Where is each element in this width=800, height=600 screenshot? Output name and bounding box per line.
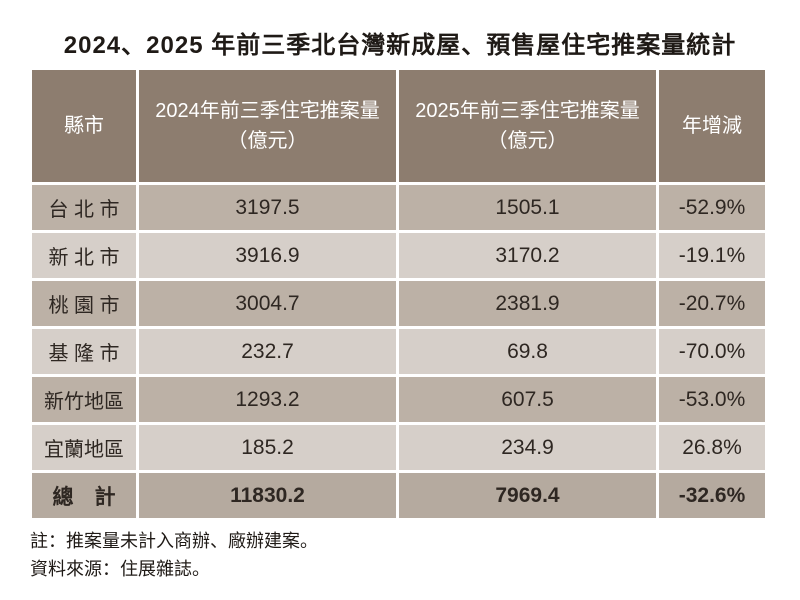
col-header-region: 縣市: [32, 70, 136, 182]
yoy-cell: -52.9%: [659, 185, 765, 230]
col-header-region-label: 縣市: [64, 115, 104, 137]
table-row-keelung: 基 隆 市 232.7 69.8 -70.0%: [32, 329, 765, 374]
yoy-cell: -53.0%: [659, 377, 765, 422]
region-cell: 新 北 市: [32, 233, 136, 278]
col-header-yoy: 年增減: [659, 70, 765, 182]
region-cell: 宜蘭地區: [32, 425, 136, 470]
region-cell: 新竹地區: [32, 377, 136, 422]
total-label-cell: 總 計: [32, 473, 136, 518]
table-row-yilan: 宜蘭地區 185.2 234.9 26.8%: [32, 425, 765, 470]
value-2024-cell: 185.2: [139, 425, 396, 470]
value-2024-cell: 1293.2: [139, 377, 396, 422]
region-cell: 基 隆 市: [32, 329, 136, 374]
region-cell: 台 北 市: [32, 185, 136, 230]
table-row-taoyuan: 桃 園 市 3004.7 2381.9 -20.7%: [32, 281, 765, 326]
value-2024-cell: 3916.9: [139, 233, 396, 278]
footnote-disclaimer: 註：推案量未計入商辦、廠辦建案。: [30, 531, 318, 551]
yoy-cell: -19.1%: [659, 233, 765, 278]
value-2025-cell: 1505.1: [399, 185, 656, 230]
value-2024-cell: 3197.5: [139, 185, 396, 230]
value-2025-cell: 607.5: [399, 377, 656, 422]
header-row: 縣市 2024年前三季住宅推案量 （億元） 2025年前三季住宅推案量 （億元）…: [32, 70, 765, 182]
yoy-cell: -70.0%: [659, 329, 765, 374]
table-row-newtaipei: 新 北 市 3916.9 3170.2 -19.1%: [32, 233, 765, 278]
region-cell: 桃 園 市: [32, 281, 136, 326]
value-2025-cell: 69.8: [399, 329, 656, 374]
total-2025-cell: 7969.4: [399, 473, 656, 518]
housing-stats-table: 縣市 2024年前三季住宅推案量 （億元） 2025年前三季住宅推案量 （億元）…: [29, 67, 768, 521]
table-header: 縣市 2024年前三季住宅推案量 （億元） 2025年前三季住宅推案量 （億元）…: [32, 70, 765, 182]
total-2024-cell: 11830.2: [139, 473, 396, 518]
footnote-source: 資料來源：住展雜誌。: [30, 559, 210, 579]
value-2025-cell: 3170.2: [399, 233, 656, 278]
col-header-2024: 2024年前三季住宅推案量 （億元）: [139, 70, 396, 182]
table-row-taipei: 台 北 市 3197.5 1505.1 -52.9%: [32, 185, 765, 230]
total-yoy-cell: -32.6%: [659, 473, 765, 518]
value-2025-cell: 234.9: [399, 425, 656, 470]
footnotes: 註：推案量未計入商辦、廠辦建案。 資料來源：住展雜誌。: [30, 527, 800, 583]
page-title: 2024、2025 年前三季北台灣新成屋、預售屋住宅推案量統計: [63, 32, 737, 59]
col-header-2025-line2: （億元）: [487, 130, 568, 152]
table-row-total: 總 計 11830.2 7969.4 -32.6%: [32, 473, 765, 518]
col-header-2024-line2: （億元）: [227, 130, 308, 152]
col-header-2025: 2025年前三季住宅推案量 （億元）: [399, 70, 656, 182]
col-header-2025-line1: 2025年前三季住宅推案量: [415, 100, 640, 122]
value-2024-cell: 3004.7: [139, 281, 396, 326]
value-2024-cell: 232.7: [139, 329, 396, 374]
yoy-cell: -20.7%: [659, 281, 765, 326]
table-body: 台 北 市 3197.5 1505.1 -52.9% 新 北 市 3916.9 …: [32, 185, 765, 518]
table-row-hsinchu: 新竹地區 1293.2 607.5 -53.0%: [32, 377, 765, 422]
col-header-2024-line1: 2024年前三季住宅推案量: [155, 100, 380, 122]
yoy-cell: 26.8%: [659, 425, 765, 470]
value-2025-cell: 2381.9: [399, 281, 656, 326]
col-header-yoy-label: 年增減: [682, 115, 742, 137]
